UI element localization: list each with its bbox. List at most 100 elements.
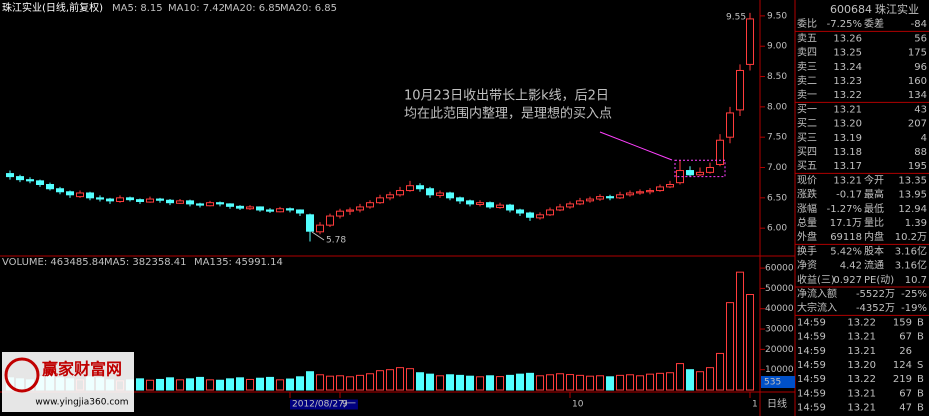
quote-value: -4352万 [856,303,895,314]
quote-label: 净资 [797,259,817,272]
candle-body [686,170,694,176]
quote-value: 13.17 [833,161,862,172]
volume-bar [526,372,534,391]
tick-side: B [917,332,924,343]
vol-box-label: 535 [764,378,781,388]
volume-bar [176,379,184,391]
range-box [674,159,726,178]
quote-label: 量比 [864,217,884,229]
quote-value: 5.42% [830,246,862,257]
volume-bar [426,373,434,391]
quote-value: 10.2万 [895,232,927,243]
volume-bar [446,374,454,391]
candle-body [36,180,44,185]
volume-bar [166,377,174,391]
tick-price: 13.20 [847,360,876,371]
quote-label: 卖四 [797,47,817,59]
logo-ring [4,357,40,393]
y-tick-label: 7.50 [767,133,787,143]
quote-value: 134 [908,90,927,101]
quote-label: 大宗流入 [797,301,837,314]
quote-label: 买三 [797,132,817,144]
stock-name: 珠江实业 [875,2,919,16]
volume-bar [436,375,444,391]
tick-price: 13.21 [847,346,876,357]
quote-value: -5522万 [856,289,895,300]
candle-body [366,202,374,208]
volume-bar [646,373,654,391]
tick-time: 14:59 [797,360,826,371]
candle-body [266,209,274,212]
quote-label: 卖一 [797,89,817,101]
tick-side: B [917,317,924,328]
tick-price: 13.21 [847,388,876,399]
candle-body [736,69,744,111]
candle-body [656,186,664,192]
candle-body [116,197,124,202]
candle-body [746,18,754,65]
volume-bar [246,378,254,391]
candle-body [296,209,304,214]
chart-title: 珠江实业(日线,前复权) [2,1,103,14]
quote-value: 4 [921,133,927,144]
tick-side: S [917,360,923,371]
volume-bar [276,379,284,391]
candle-body [466,200,474,205]
candle-body [666,183,674,188]
candle-body [586,198,594,202]
candle-body [176,200,184,204]
quote-value: -19% [901,303,927,314]
quote-value: 13.35 [898,175,927,186]
volume-bar [726,302,734,391]
tick-price: 13.21 [847,403,876,414]
quote-value: 13.25 [833,48,862,59]
volume-bar [146,379,154,391]
volume-bar [216,379,224,391]
volume-bar [626,374,634,391]
quote-value: 4.42 [840,261,862,272]
quote-label: 最高 [864,188,884,201]
low-pointer [311,231,325,241]
volume-bar [226,378,234,391]
quote-value: -84 [911,19,927,30]
quote-value: 12.94 [898,204,927,215]
candle-body [406,185,414,192]
volume-bar [746,294,754,391]
volume-bar [236,377,244,391]
candle-body [376,197,384,204]
y-tick-label: 6.50 [767,193,787,203]
quote-label: 股本 [864,244,884,257]
candle-body [646,190,654,193]
tick-volume: 47 [899,403,912,414]
quote-label: 卖二 [797,75,817,87]
quote-label: 卖三 [797,61,817,73]
tick-volume: 67 [899,388,912,399]
candle-body [136,199,144,202]
tick-time: 14:59 [797,317,826,328]
vol-tick-label: 60000 [765,264,794,274]
volume-bar [326,375,334,391]
candle-body [326,215,334,226]
vol-tick-label: 30000 [765,325,794,335]
quote-label: 换手 [797,244,817,257]
indicator: MA10: 7.42 [168,3,225,14]
volume-bar [716,352,724,391]
candle-body [576,200,584,205]
candle-body [96,197,104,200]
indicator: MA5: 8.15 [112,3,163,14]
quote-value: 13.21 [833,104,862,115]
volume-bar [306,371,314,391]
quote-value: 3.16亿 [895,259,927,272]
candle-body [166,199,174,204]
annotation: 均在此范围内整理，是理想的买入点 [404,106,612,122]
tick-volume: 159 [893,317,912,328]
candle-body [566,203,574,208]
volume-bar [466,375,474,391]
candle-body [196,203,204,206]
x-tick-label: 1 [752,400,758,410]
quote-value: 10.7 [905,275,927,286]
volume-bar [366,373,374,391]
candle-body [726,112,734,138]
tick-time: 14:59 [797,374,826,385]
